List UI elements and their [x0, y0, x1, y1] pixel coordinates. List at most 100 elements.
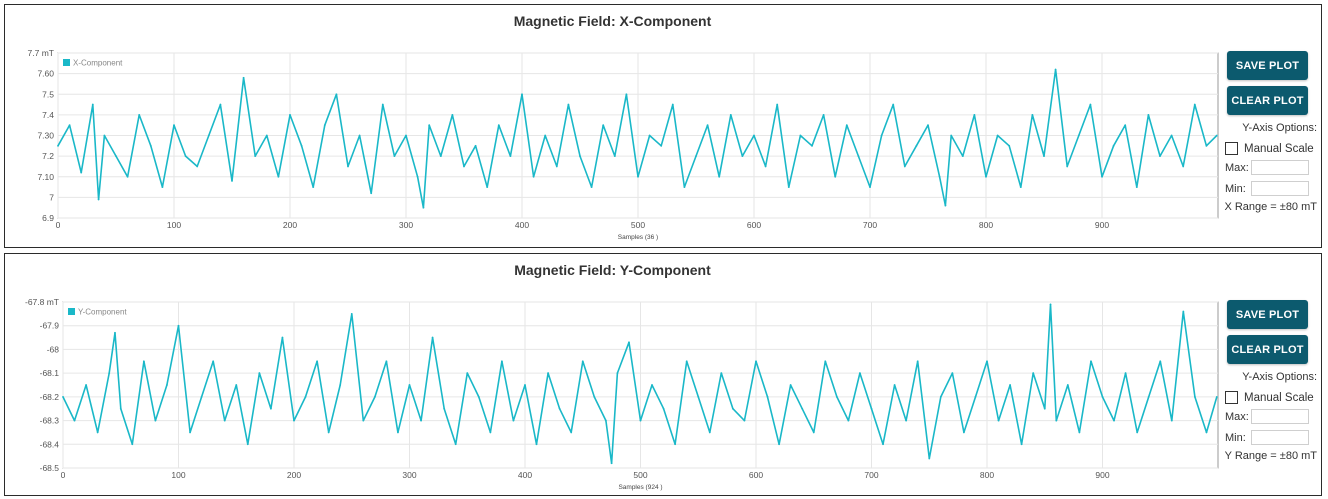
data-point [281, 336, 284, 339]
manual-scale-label: Manual Scale [1244, 142, 1314, 155]
data-point [579, 155, 581, 158]
data-point [1194, 395, 1196, 398]
data-point [1101, 395, 1104, 398]
data-point [1147, 113, 1150, 116]
data-point [766, 395, 769, 398]
legend-label: X-Component [73, 59, 123, 68]
min-input[interactable] [1251, 430, 1309, 445]
plot-controls: SAVE PLOT CLEAR PLOT Y-Axis Options: Man… [1221, 254, 1321, 495]
series-line [57, 68, 1218, 209]
data-point [466, 372, 469, 375]
data-point [1090, 360, 1092, 363]
x-tick-label: 700 [864, 470, 878, 480]
x-tick-label: 200 [283, 220, 297, 230]
max-input[interactable] [1251, 409, 1309, 424]
max-label: Max: [1225, 410, 1249, 423]
data-point [289, 113, 291, 116]
y-tick-label: -67.8 mT [25, 297, 59, 307]
data-point [811, 144, 813, 147]
max-label: Max: [1225, 161, 1249, 174]
data-point [892, 103, 895, 106]
x-axis-label: Samples (36 ) [618, 234, 658, 241]
data-point [939, 395, 942, 398]
data-point [974, 395, 977, 398]
data-point [1009, 384, 1011, 386]
data-point [166, 384, 168, 386]
data-point [521, 93, 523, 96]
data-point [1159, 360, 1162, 363]
x-tick-label: 500 [631, 220, 645, 230]
y-tick-label: 7.7 mT [28, 48, 54, 58]
data-point [555, 165, 558, 168]
manual-scale-checkbox[interactable] [1225, 142, 1238, 155]
data-point [422, 206, 425, 209]
data-point [1170, 419, 1173, 422]
data-point [131, 443, 134, 446]
data-point [1008, 144, 1011, 147]
max-input[interactable] [1251, 160, 1309, 175]
data-point [80, 171, 83, 174]
manual-scale-checkbox[interactable] [1225, 391, 1238, 404]
data-point [870, 407, 873, 410]
data-point [381, 103, 384, 106]
min-input[interactable] [1251, 181, 1309, 196]
min-label: Min: [1225, 182, 1246, 195]
data-point [938, 175, 941, 178]
data-point [1124, 372, 1127, 375]
y-tick-label: -68 [47, 344, 60, 354]
data-point [787, 186, 790, 188]
data-point [509, 155, 512, 158]
save-plot-button[interactable]: SAVE PLOT [1227, 51, 1308, 80]
data-point [1101, 175, 1103, 178]
chart-title: Magnetic Field: X-Component [513, 13, 712, 29]
data-point [439, 155, 442, 158]
data-point [822, 113, 825, 116]
x-tick-label: 700 [863, 220, 877, 230]
data-point [501, 360, 503, 363]
data-point [1182, 165, 1185, 168]
data-point [604, 419, 607, 422]
data-point [685, 360, 688, 363]
data-point [277, 175, 280, 178]
data-point [1066, 165, 1069, 168]
x-axis-label: Samples (924 ) [618, 484, 662, 491]
data-point [824, 360, 827, 363]
x-tick-label: 300 [402, 470, 416, 480]
clear-plot-button[interactable]: CLEAR PLOT [1227, 86, 1308, 115]
data-point [532, 175, 535, 178]
data-point [997, 419, 1000, 422]
data-point [869, 186, 871, 188]
data-point [161, 186, 164, 188]
data-point [443, 407, 446, 410]
data-point [951, 372, 954, 375]
data-point [893, 384, 896, 386]
data-point [1077, 134, 1080, 137]
data-point [335, 93, 338, 96]
save-plot-button[interactable]: SAVE PLOT [1227, 300, 1308, 329]
data-point [1136, 431, 1139, 434]
x-tick-label: 200 [287, 470, 301, 480]
range-text: X Range = ±80 mT [1224, 201, 1317, 213]
data-point [616, 372, 619, 375]
manual-scale-toggle[interactable]: Manual Scale [1225, 391, 1314, 404]
data-point [812, 431, 815, 434]
clear-plot-button[interactable]: CLEAR PLOT [1227, 335, 1308, 364]
data-point [1066, 384, 1069, 386]
manual-scale-toggle[interactable]: Manual Scale [1225, 142, 1314, 155]
y-axis-options-label: Y-Axis Options: [1242, 122, 1317, 134]
data-point [463, 165, 465, 168]
data-point [246, 443, 249, 446]
min-label: Min: [1225, 431, 1246, 444]
y-tick-label: -68.5 [40, 463, 60, 473]
data-point [535, 443, 538, 446]
data-point [996, 134, 999, 137]
data-point [718, 175, 721, 178]
data-point [126, 175, 129, 178]
y-tick-label: 7.10 [37, 172, 54, 182]
data-point [1112, 144, 1115, 147]
x-tick-label: 100 [171, 470, 185, 480]
data-point [567, 103, 570, 106]
data-point [915, 144, 918, 147]
x-tick-label: 600 [749, 470, 763, 480]
data-point [114, 331, 116, 334]
